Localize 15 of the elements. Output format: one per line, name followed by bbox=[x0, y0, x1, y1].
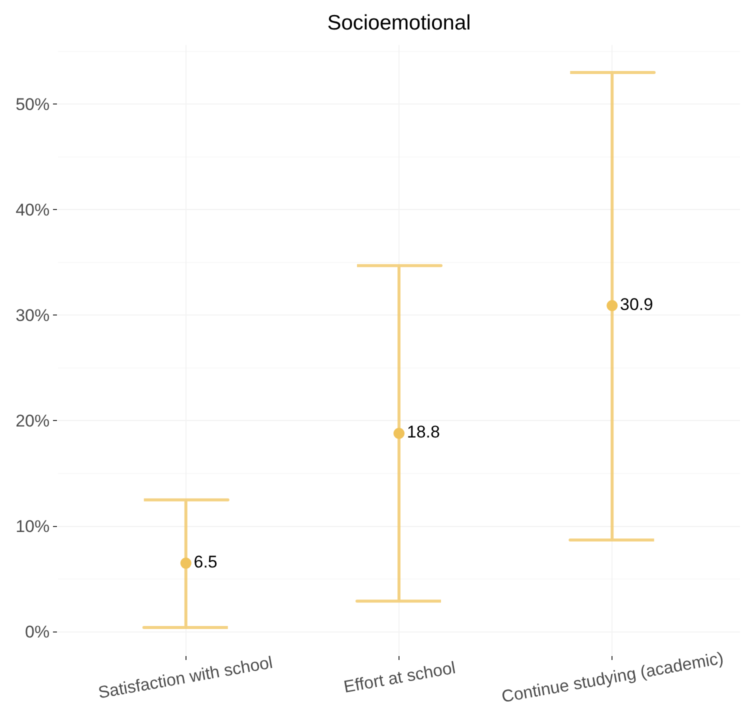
data-label: 30.9 bbox=[620, 294, 654, 314]
y-tick-label: 30% bbox=[16, 306, 50, 326]
point bbox=[606, 300, 618, 312]
chart-title: Socioemotional bbox=[327, 11, 471, 34]
point bbox=[180, 558, 192, 569]
point bbox=[394, 428, 404, 439]
x-tick-label: Effort at school bbox=[342, 658, 457, 697]
y-tick-label: 10% bbox=[16, 517, 50, 536]
y-tick-label: 20% bbox=[16, 412, 50, 431]
y-tick-label: 50% bbox=[16, 95, 50, 114]
data-label: 18.8 bbox=[406, 422, 440, 442]
y-tick-label: 40% bbox=[16, 200, 50, 220]
x-tick-label: Satisfaction with school bbox=[96, 652, 274, 702]
y-tick-label: 0% bbox=[25, 622, 50, 642]
data-label: 6.5 bbox=[194, 552, 218, 572]
